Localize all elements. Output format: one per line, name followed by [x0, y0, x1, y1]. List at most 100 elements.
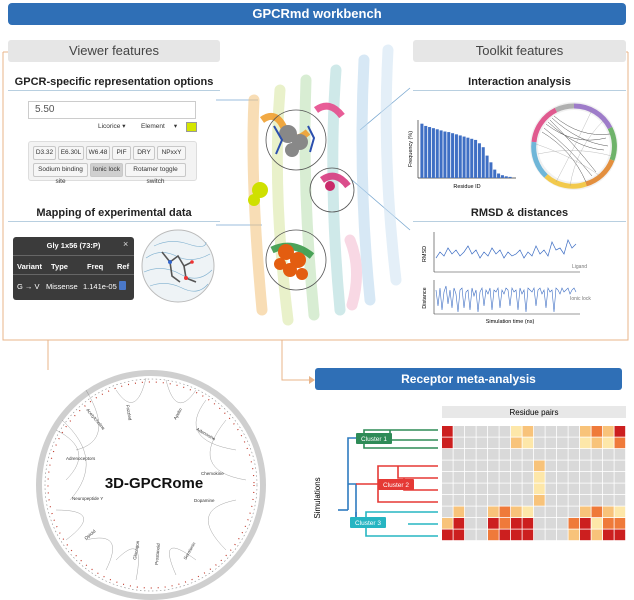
heatmap-cell [603, 460, 614, 472]
col-type: Type [51, 262, 68, 271]
col-freq: Freq [87, 262, 104, 271]
close-icon[interactable]: × [123, 239, 129, 249]
heatmap-cell [603, 518, 614, 529]
family-glucagon: Glucagon [132, 540, 140, 560]
heatmap-cell [453, 529, 465, 541]
popup-divider [13, 255, 134, 256]
family-acetylcholine: Acetylcholine [85, 407, 106, 431]
heatmap-cell [568, 483, 580, 495]
btn-ionic-lock[interactable]: Ionic lock [90, 163, 123, 177]
divider [8, 90, 220, 91]
btn-e630l[interactable]: E6.30L [58, 146, 84, 160]
heatmap-cell [591, 472, 603, 483]
interaction-bar [485, 155, 489, 178]
heatmap-cell [522, 437, 534, 449]
heatmap-cell [522, 460, 534, 472]
cluster-1-label: Cluster 1 [361, 436, 387, 443]
style-select[interactable]: Licorice ▾ [98, 122, 125, 130]
heatmap-cell [465, 437, 476, 449]
cluster-2-tag [378, 479, 414, 490]
cell-type: Missense [46, 282, 78, 291]
btn-pif[interactable]: PIF [112, 146, 131, 160]
interaction-bar [431, 128, 435, 178]
heatmap-cell [614, 460, 626, 472]
heatmap-cell [511, 472, 522, 483]
heatmap-cell [499, 518, 511, 529]
heatmap-cell [603, 529, 614, 541]
heatmap-cell [499, 472, 511, 483]
heatmap-cell [557, 426, 568, 437]
heatmap-cell [580, 483, 591, 495]
heatmap-cell [488, 506, 499, 518]
heatmap-cell [488, 460, 499, 472]
heatmap-cell [465, 449, 476, 460]
family-dopamine: Dopamine [194, 498, 215, 503]
interaction-bar [439, 130, 443, 178]
time-xlabel: Simulation time (ns) [486, 319, 535, 325]
heatmap-cell [522, 518, 534, 529]
heatmap-cell [545, 483, 557, 495]
heatmap-cell [568, 529, 580, 541]
btn-d332[interactable]: D3.32 [33, 146, 56, 160]
color-swatch[interactable] [186, 122, 197, 132]
btn-npxxy[interactable]: NPxxY [157, 146, 186, 160]
interaction-bar [462, 136, 466, 178]
heatmap-cell [534, 483, 545, 495]
heatmap-cell [568, 518, 580, 529]
heatmap-cell [545, 529, 557, 541]
heatmap-cell [580, 437, 591, 449]
heatmap-cell [511, 495, 522, 506]
heatmap-cell [499, 506, 511, 518]
heatmap-cell [614, 506, 626, 518]
heatmap-cell [499, 437, 511, 449]
interaction-title: Interaction analysis [468, 76, 571, 88]
heatmap-cell [591, 449, 603, 460]
heatmap-cell [591, 460, 603, 472]
popup-title: Gly 1x56 (73:P) [46, 241, 101, 250]
color-select[interactable]: Element ▾ [141, 122, 177, 130]
heatmap-cell [453, 437, 465, 449]
heatmap-cell [465, 529, 476, 541]
family-chemokine: Chemokine [201, 471, 224, 476]
heatmap-cell [545, 449, 557, 460]
interaction-bar [481, 147, 485, 178]
heatmap-cell [442, 506, 453, 518]
heatmap-cell [534, 426, 545, 437]
heatmap-cell [568, 495, 580, 506]
heatmap-cell [522, 529, 534, 541]
heatmap-cell [580, 518, 591, 529]
btn-rotamer-switch[interactable]: Rotamer toggle switch [125, 163, 186, 185]
heatmap-cell [442, 426, 453, 437]
interaction-bar [443, 131, 447, 178]
btn-sodium-site[interactable]: Sodium binding site [33, 163, 88, 185]
heatmap-cell [614, 472, 626, 483]
heatmap-cell [465, 460, 476, 472]
reference-link-icon[interactable] [119, 281, 126, 290]
heatmap-cell [453, 518, 465, 529]
residue-zoom-image [141, 229, 215, 303]
heatmap-cell [453, 472, 465, 483]
heatmap-cell [511, 437, 522, 449]
interaction-bar [470, 138, 474, 178]
heatmap-cell [488, 518, 499, 529]
divider [8, 221, 220, 222]
heatmap-cell [580, 495, 591, 506]
heatmap-cell [603, 472, 614, 483]
heatmap-header-bg [442, 406, 626, 418]
family-prostanoid: Prostanoid [154, 543, 161, 565]
btn-dry[interactable]: DRY [133, 146, 155, 160]
family-adrenoceptors: Adrenoceptors [66, 456, 96, 461]
gpcrome-circle-image: Apelin Adrenoceptors Acetylcholine Neuro… [36, 370, 266, 600]
heatmap-cell [511, 483, 522, 495]
residue-input[interactable]: 5.50 [28, 101, 196, 119]
divider [413, 90, 626, 91]
heatmap-cell [591, 437, 603, 449]
heatmap-cell [568, 506, 580, 518]
heatmap-cell [614, 426, 626, 437]
heatmap-cell [442, 472, 453, 483]
heatmap-cell [488, 437, 499, 449]
heatmap-cell [488, 529, 499, 541]
btn-w648[interactable]: W6.48 [86, 146, 110, 160]
heatmap-cell [476, 437, 488, 449]
rmsd-ylabel: RMSD [422, 246, 428, 262]
